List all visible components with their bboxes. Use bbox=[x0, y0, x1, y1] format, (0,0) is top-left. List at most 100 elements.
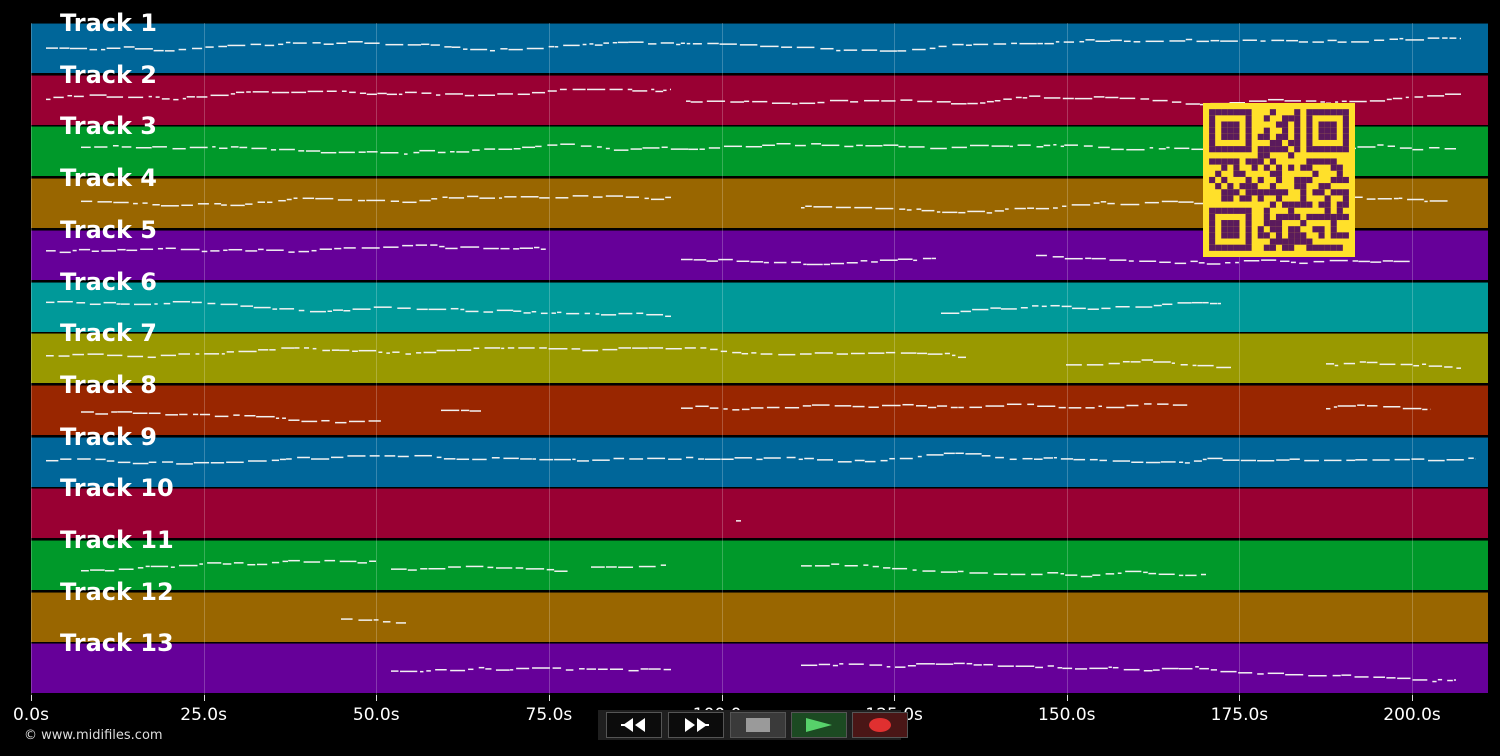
stop-button[interactable] bbox=[730, 712, 786, 738]
note-mark bbox=[404, 153, 408, 155]
qr-module bbox=[1342, 201, 1349, 208]
qr-module bbox=[1251, 158, 1258, 165]
qr-module bbox=[1245, 189, 1252, 196]
note-mark bbox=[320, 151, 337, 154]
qr-module bbox=[1269, 183, 1276, 190]
note-mark bbox=[196, 96, 208, 98]
play-button[interactable] bbox=[791, 712, 847, 738]
note-mark bbox=[781, 46, 793, 48]
track-label: Track 8 bbox=[60, 370, 158, 399]
qr-module bbox=[1288, 232, 1295, 239]
qr-module bbox=[1288, 207, 1295, 214]
note-mark bbox=[470, 48, 488, 51]
record-button[interactable] bbox=[852, 712, 908, 738]
note-mark bbox=[586, 668, 597, 670]
note-mark bbox=[516, 667, 530, 670]
note-mark bbox=[1220, 670, 1237, 673]
note-mark bbox=[907, 665, 916, 667]
note-mark bbox=[1153, 361, 1171, 363]
note-mark bbox=[944, 352, 950, 355]
qr-module bbox=[1342, 133, 1349, 140]
note-mark bbox=[46, 250, 56, 252]
note-mark bbox=[81, 569, 89, 572]
qr-module bbox=[1306, 201, 1313, 208]
qr-module bbox=[1294, 201, 1301, 208]
qr-module bbox=[1318, 133, 1325, 140]
qr-module bbox=[1221, 158, 1228, 165]
note-mark bbox=[1017, 144, 1031, 146]
qr-module bbox=[1239, 195, 1246, 202]
note-mark bbox=[366, 199, 386, 202]
note-mark bbox=[366, 93, 377, 96]
note-mark bbox=[1185, 574, 1197, 577]
qr-module bbox=[1336, 170, 1343, 177]
note-mark bbox=[913, 259, 918, 262]
note-mark bbox=[906, 209, 912, 211]
note-mark bbox=[732, 409, 740, 411]
note-mark bbox=[1080, 575, 1093, 578]
note-mark bbox=[1393, 197, 1399, 200]
note-mark bbox=[1373, 676, 1386, 678]
track-label: Track 1 bbox=[60, 9, 158, 37]
note-mark bbox=[676, 43, 681, 46]
qr-module bbox=[1306, 133, 1313, 140]
qr-module bbox=[1275, 238, 1283, 245]
note-mark bbox=[226, 351, 234, 353]
note-mark bbox=[373, 306, 392, 308]
qr-module bbox=[1275, 146, 1283, 153]
qr-module bbox=[1245, 127, 1252, 134]
note-mark bbox=[547, 90, 557, 92]
note-mark bbox=[451, 46, 461, 48]
note-mark bbox=[416, 308, 428, 311]
note-mark bbox=[665, 196, 671, 199]
note-mark bbox=[784, 406, 800, 409]
qr-module bbox=[1251, 189, 1258, 196]
qr-module bbox=[1330, 121, 1337, 128]
qr-module bbox=[1294, 213, 1301, 221]
note-mark bbox=[802, 405, 812, 407]
axis-tick-label: 0.0s bbox=[13, 705, 49, 725]
note-mark bbox=[483, 311, 494, 313]
note-mark bbox=[1398, 197, 1403, 200]
note-mark bbox=[1424, 200, 1428, 203]
note-mark bbox=[1349, 100, 1367, 103]
fast-forward-button[interactable] bbox=[668, 712, 724, 738]
note-mark bbox=[750, 407, 764, 409]
note-mark bbox=[546, 568, 555, 571]
note-mark bbox=[1389, 38, 1399, 41]
note-mark bbox=[936, 211, 941, 213]
qr-module bbox=[1318, 158, 1325, 165]
note-mark bbox=[681, 407, 693, 409]
track-row: Track 9 bbox=[31, 423, 1488, 487]
note-mark bbox=[648, 43, 657, 45]
note-mark bbox=[227, 44, 246, 47]
note-mark bbox=[1019, 42, 1037, 45]
qr-module bbox=[1245, 183, 1252, 190]
note-mark bbox=[81, 411, 94, 413]
note-mark bbox=[73, 95, 84, 98]
note-mark bbox=[648, 668, 661, 670]
note-mark bbox=[612, 41, 618, 44]
note-mark bbox=[101, 48, 106, 51]
note-mark bbox=[456, 349, 472, 351]
note-mark bbox=[1145, 40, 1164, 43]
qr-module bbox=[1282, 238, 1289, 245]
qr-module bbox=[1257, 133, 1264, 140]
note-mark bbox=[798, 458, 803, 461]
note-mark bbox=[547, 144, 558, 146]
note-mark bbox=[240, 305, 254, 307]
track-label: Track 9 bbox=[60, 422, 158, 451]
rewind-button[interactable] bbox=[606, 712, 662, 738]
note-mark bbox=[1009, 145, 1013, 148]
note-mark bbox=[730, 101, 744, 103]
qr-module bbox=[1288, 226, 1295, 233]
qr-module bbox=[1294, 183, 1301, 190]
note-mark bbox=[1289, 458, 1300, 460]
qr-module bbox=[1306, 244, 1313, 251]
note-mark bbox=[89, 48, 98, 51]
note-mark bbox=[1261, 259, 1277, 261]
note-mark bbox=[950, 406, 958, 409]
note-mark bbox=[929, 47, 936, 50]
qr-module bbox=[1257, 189, 1264, 196]
note-mark bbox=[218, 45, 227, 48]
